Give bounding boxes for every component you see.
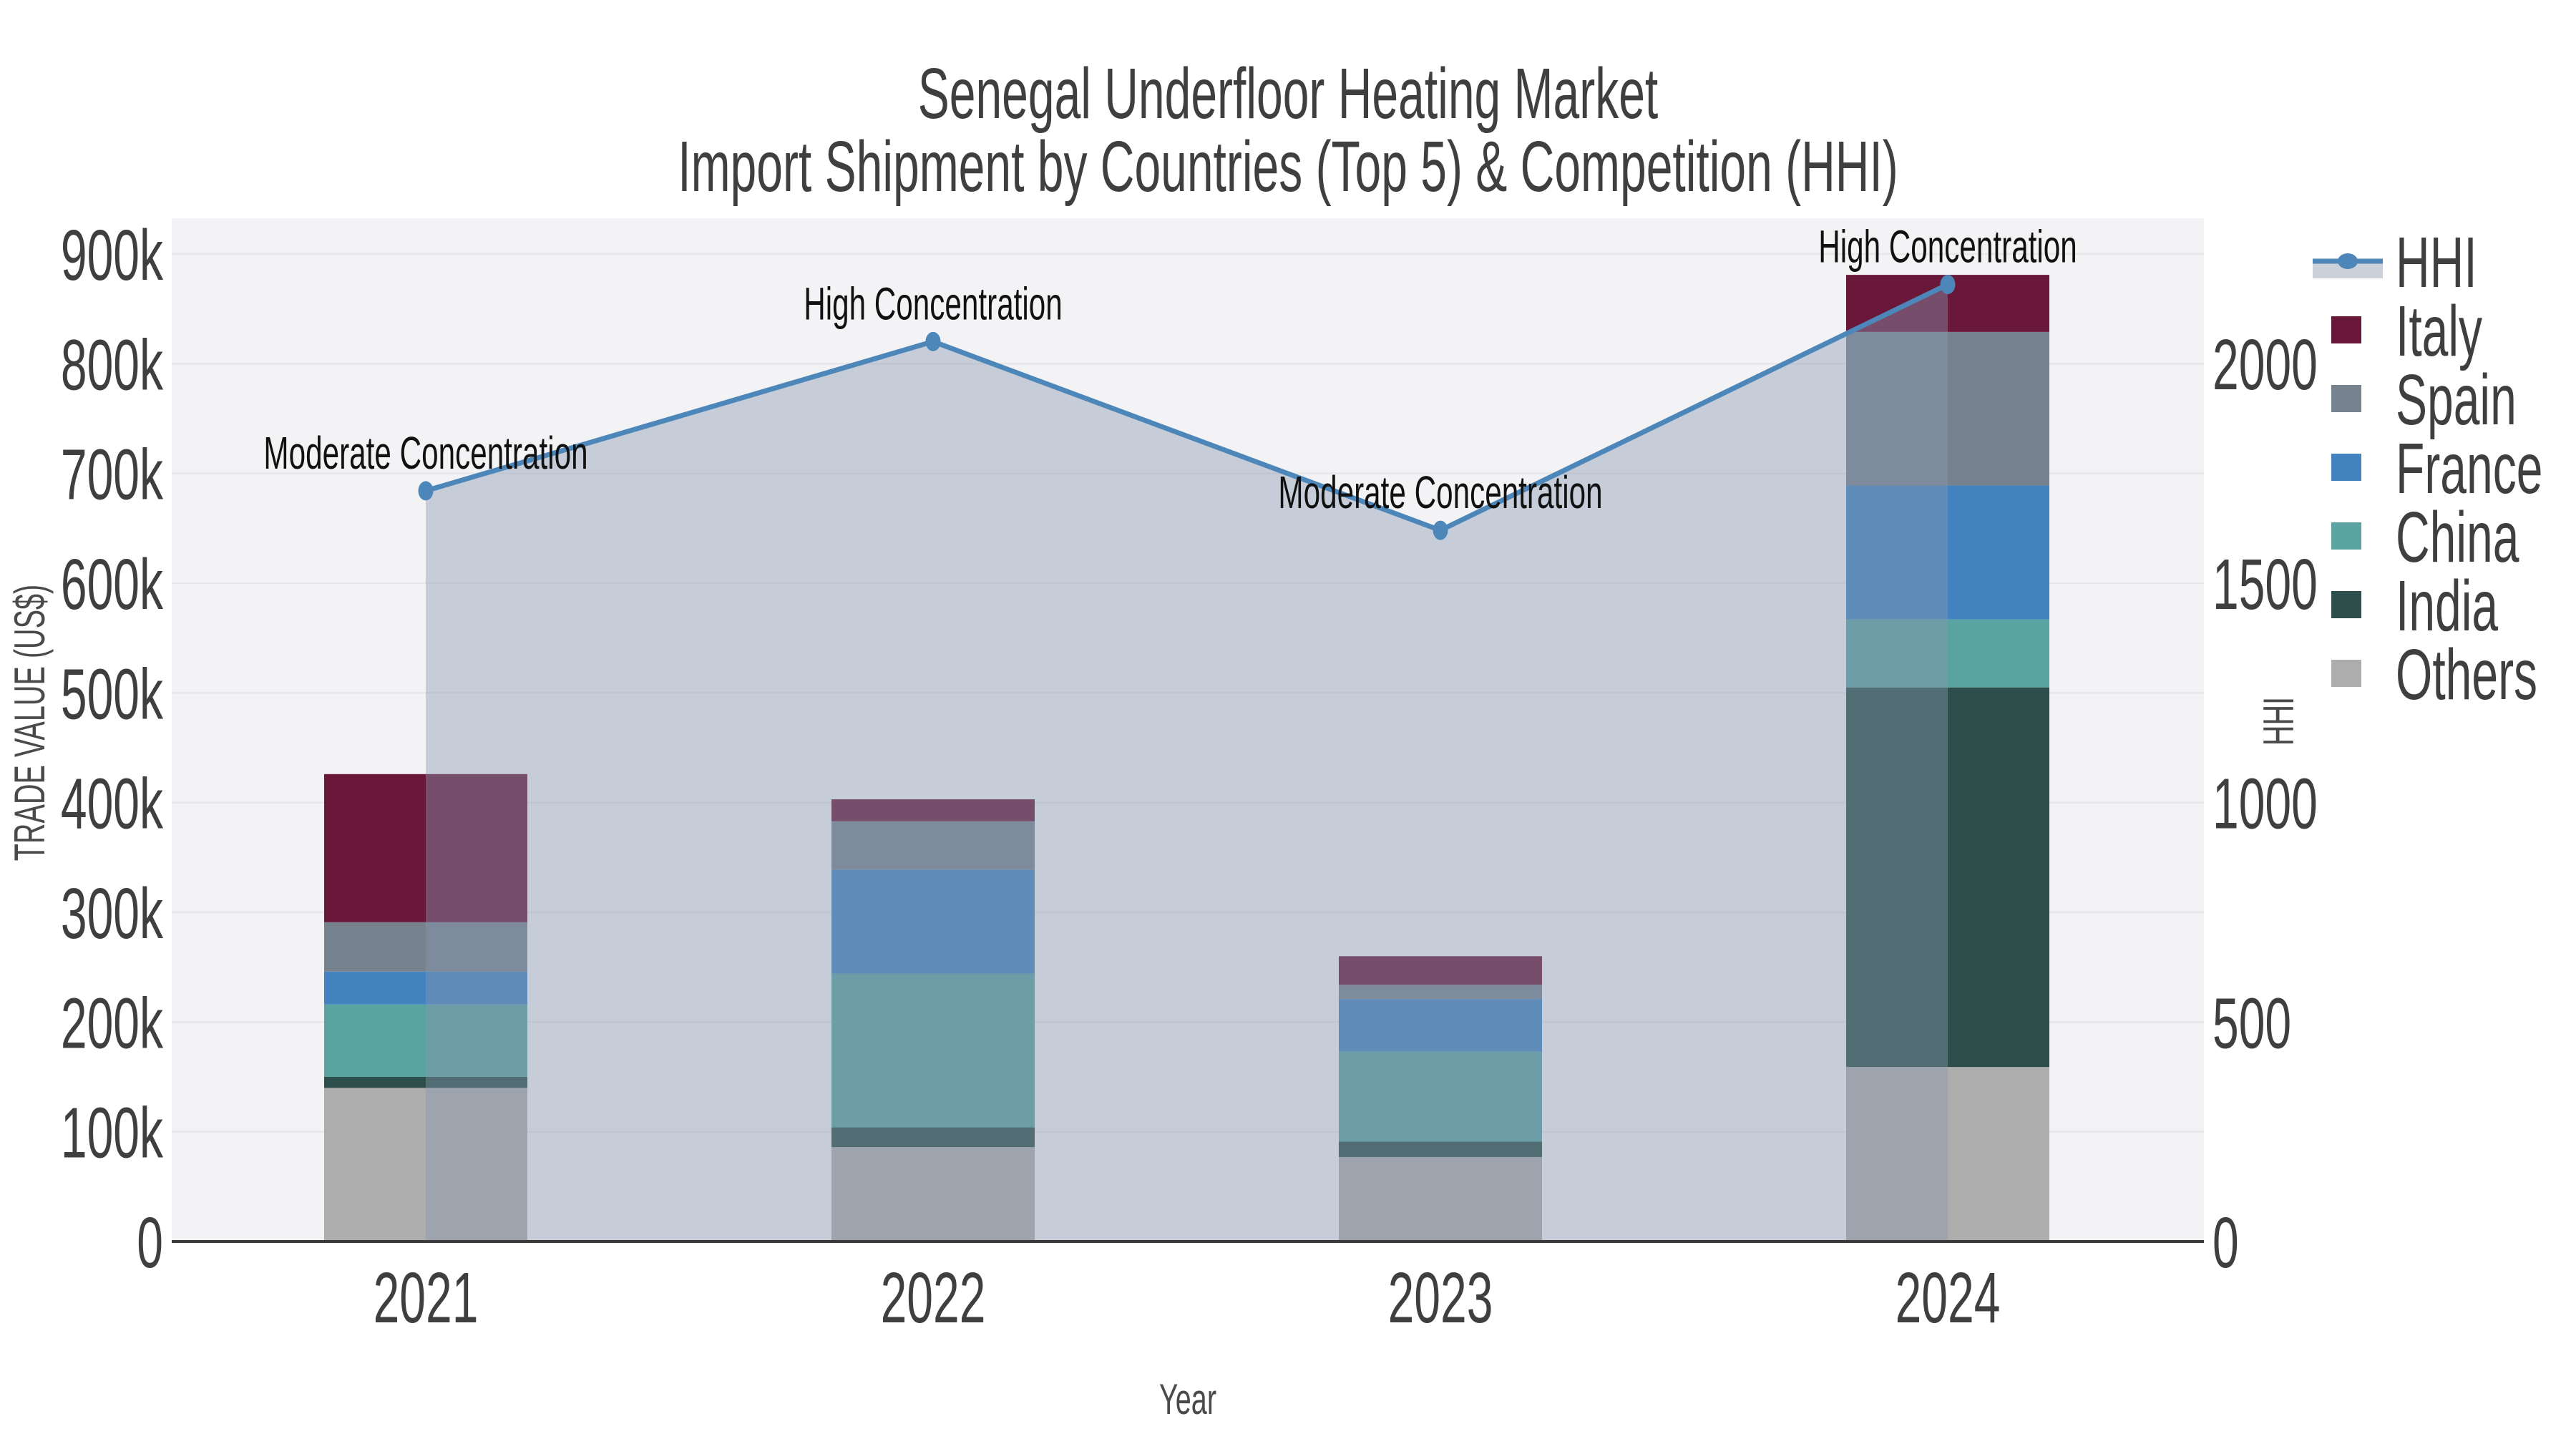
x-tick-label: 2023	[1388, 1257, 1493, 1337]
annotation-label: High Concentration	[804, 279, 1063, 330]
legend-item-india: India	[2331, 565, 2499, 645]
bar-segment-china-2023	[1339, 1051, 1542, 1142]
y-left-tick-label: 600k	[61, 544, 164, 624]
legend-item-france: France	[2331, 428, 2542, 508]
bar-segment-india-2022	[831, 1127, 1035, 1148]
bar-segment-italy-2021	[324, 774, 527, 922]
bar-segment-india-2024	[1846, 687, 2049, 1068]
y-right-tick-label: 2000	[2212, 324, 2318, 404]
chart-title-line2: Import Shipment by Countries (Top 5) & C…	[678, 126, 1898, 206]
bar-segment-others-2024	[1846, 1067, 2049, 1241]
y-right-tick-label: 1000	[2212, 763, 2318, 844]
legend-item-china: China	[2331, 497, 2519, 577]
x-tick-label: 2022	[881, 1257, 986, 1337]
y-right-tick-label: 1500	[2212, 544, 2318, 624]
y-left-tick-label: 300k	[61, 873, 164, 953]
bar-segment-spain-2024	[1846, 331, 2049, 486]
bar-segment-france-2021	[324, 971, 527, 1005]
legend-swatch-india	[2331, 591, 2361, 618]
y-left-tick-label: 400k	[61, 763, 164, 844]
legend-swatch-others	[2331, 660, 2361, 687]
y-left-tick-label: 800k	[61, 324, 164, 404]
hhi-area-fill	[426, 284, 1948, 1241]
bar-segment-spain-2023	[1339, 985, 1542, 1000]
y-left-tick-label: 100k	[61, 1093, 164, 1173]
legend-swatch-china	[2331, 522, 2361, 550]
chart-title-line1: Senegal Underfloor Heating Market	[918, 53, 1659, 133]
bar-segment-others-2023	[1339, 1156, 1542, 1241]
bar-segment-india-2021	[324, 1077, 527, 1088]
bar-segment-china-2024	[1846, 619, 2049, 688]
y-right-tick-label: 0	[2212, 1202, 2239, 1282]
y-left-tick-label: 0	[137, 1202, 163, 1282]
x-tick-label: 2021	[374, 1257, 479, 1337]
bar-segment-italy-2022	[831, 799, 1035, 821]
legend-label-italy: Italy	[2396, 291, 2483, 371]
bar-segment-france-2022	[831, 869, 1035, 974]
legend-label-china: China	[2396, 497, 2519, 577]
y-left-tick-label: 500k	[61, 653, 164, 733]
legend-swatch-france	[2331, 454, 2361, 481]
legend-item-others: Others	[2331, 634, 2537, 714]
hhi-marker-2024	[1940, 275, 1956, 295]
bar-segment-spain-2021	[324, 922, 527, 972]
bar-segment-france-2024	[1846, 485, 2049, 620]
y-left-tick-label: 900k	[61, 215, 164, 295]
legend-item-spain: Spain	[2331, 359, 2517, 439]
bar-segment-others-2021	[324, 1088, 527, 1241]
annotation-label: Moderate Concentration	[263, 428, 587, 479]
legend-label-hhi: HHI	[2396, 222, 2477, 302]
hhi-marker-2021	[418, 481, 434, 501]
hhi-line	[425, 282, 1949, 533]
y-left-tick-label: 700k	[61, 434, 164, 514]
bar-segment-spain-2022	[831, 821, 1035, 870]
x-tick-label: 2024	[1896, 1257, 2001, 1337]
y-axis-right-title: HHI	[2255, 697, 2303, 746]
legend-swatch-spain	[2331, 385, 2361, 412]
bar-segment-france-2023	[1339, 999, 1542, 1052]
legend-item-italy: Italy	[2331, 291, 2483, 371]
legend-label-others: Others	[2396, 634, 2537, 714]
x-axis-title: Year	[1159, 1375, 1216, 1423]
legend-hhi-marker	[2338, 253, 2358, 269]
legend-swatch-italy	[2331, 316, 2361, 343]
hhi-marker-2022	[925, 331, 941, 351]
hhi-marker-2023	[1433, 520, 1448, 540]
legend-label-france: France	[2396, 428, 2542, 508]
legend-item-hhi: HHI	[2313, 222, 2477, 302]
bar-segment-others-2022	[831, 1147, 1035, 1241]
bar-segment-italy-2023	[1339, 956, 1542, 985]
bar-segment-china-2021	[324, 1004, 527, 1077]
legend-label-spain: Spain	[2396, 359, 2517, 439]
y-axis-left-title: TRADE VALUE (US$)	[6, 585, 54, 862]
bar-segment-china-2022	[831, 973, 1035, 1128]
bar-segment-india-2023	[1339, 1141, 1542, 1157]
annotation-label: Moderate Concentration	[1278, 467, 1602, 518]
annotation-label: High Concentration	[1818, 222, 2077, 273]
legend-label-india: India	[2396, 565, 2499, 645]
y-left-tick-label: 200k	[61, 982, 164, 1063]
y-right-tick-label: 500	[2212, 982, 2291, 1063]
